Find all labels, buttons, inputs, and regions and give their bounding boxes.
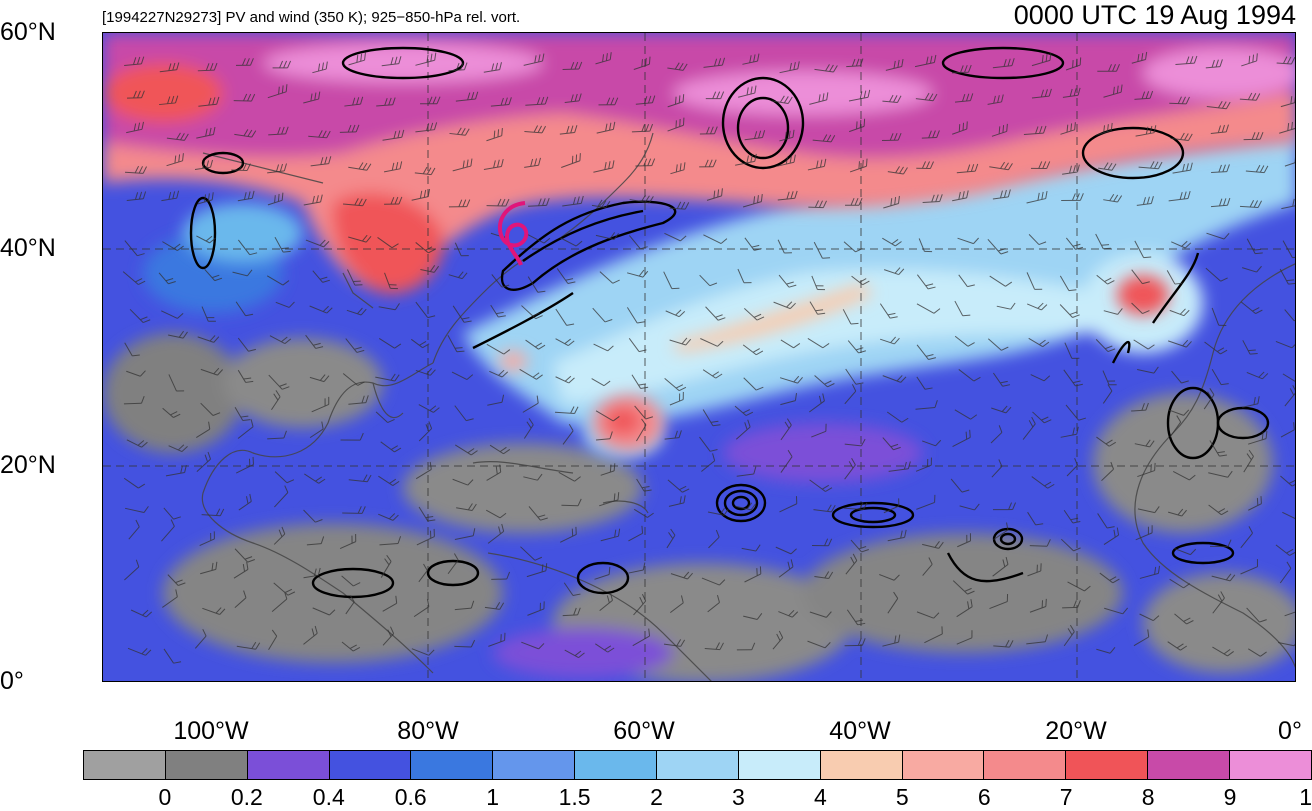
lon-label-60w: 60°W: [613, 717, 674, 746]
colorbar-box: [248, 751, 330, 779]
colorbar-box: [657, 751, 739, 779]
colorbar-box: [330, 751, 412, 779]
lat-label-40n: 40°N: [0, 234, 70, 263]
colorbar-box: [575, 751, 657, 779]
lon-label-40w: 40°W: [829, 717, 890, 746]
map-subtitle: [1994227N29273] PV and wind (350 K); 925…: [102, 9, 520, 26]
colorbar-box: [739, 751, 821, 779]
colorbar-box: [821, 751, 903, 779]
lon-label-80w: 80°W: [397, 717, 458, 746]
colorbar-label: 6: [978, 784, 991, 811]
colorbar-box: [1066, 751, 1148, 779]
lat-label-60n: 60°N: [0, 18, 70, 47]
colorbar-label: 0.2: [231, 784, 263, 811]
colorbar-box: [166, 751, 248, 779]
lat-label-20n: 20°N: [0, 451, 70, 480]
colorbar-label: 5: [896, 784, 909, 811]
lon-label-0: 0°: [1278, 717, 1302, 746]
colorbar-label: 0: [159, 784, 172, 811]
valid-time: 0000 UTC 19 Aug 1994: [1014, 0, 1296, 31]
colorbar-box: [984, 751, 1066, 779]
pv-map: [103, 33, 1296, 682]
colorbar-label: 8: [1142, 784, 1155, 811]
colorbar-box: [1148, 751, 1230, 779]
colorbar-label: 4: [814, 784, 827, 811]
colorbar-label: 2: [650, 784, 663, 811]
lon-label-100w: 100°W: [173, 717, 248, 746]
colorbar-label: 0.6: [395, 784, 427, 811]
colorbar-box: [411, 751, 493, 779]
colorbar-box: [1230, 751, 1311, 779]
lon-label-20w: 20°W: [1045, 717, 1106, 746]
colorbar-label: 0.4: [313, 784, 345, 811]
colorbar-label: 7: [1060, 784, 1073, 811]
colorbar-label: 9: [1224, 784, 1237, 811]
colorbar-box: [493, 751, 575, 779]
pv-colorbar: [83, 750, 1312, 780]
lat-label-equator: 0°: [0, 667, 70, 696]
colorbar-box: [84, 751, 166, 779]
colorbar-label: 3: [732, 784, 745, 811]
colorbar-label: 1.5: [559, 784, 591, 811]
colorbar-box: [903, 751, 985, 779]
colorbar-label: 1: [486, 784, 499, 811]
map-frame: [102, 32, 1296, 682]
colorbar-label: 10: [1299, 784, 1312, 811]
